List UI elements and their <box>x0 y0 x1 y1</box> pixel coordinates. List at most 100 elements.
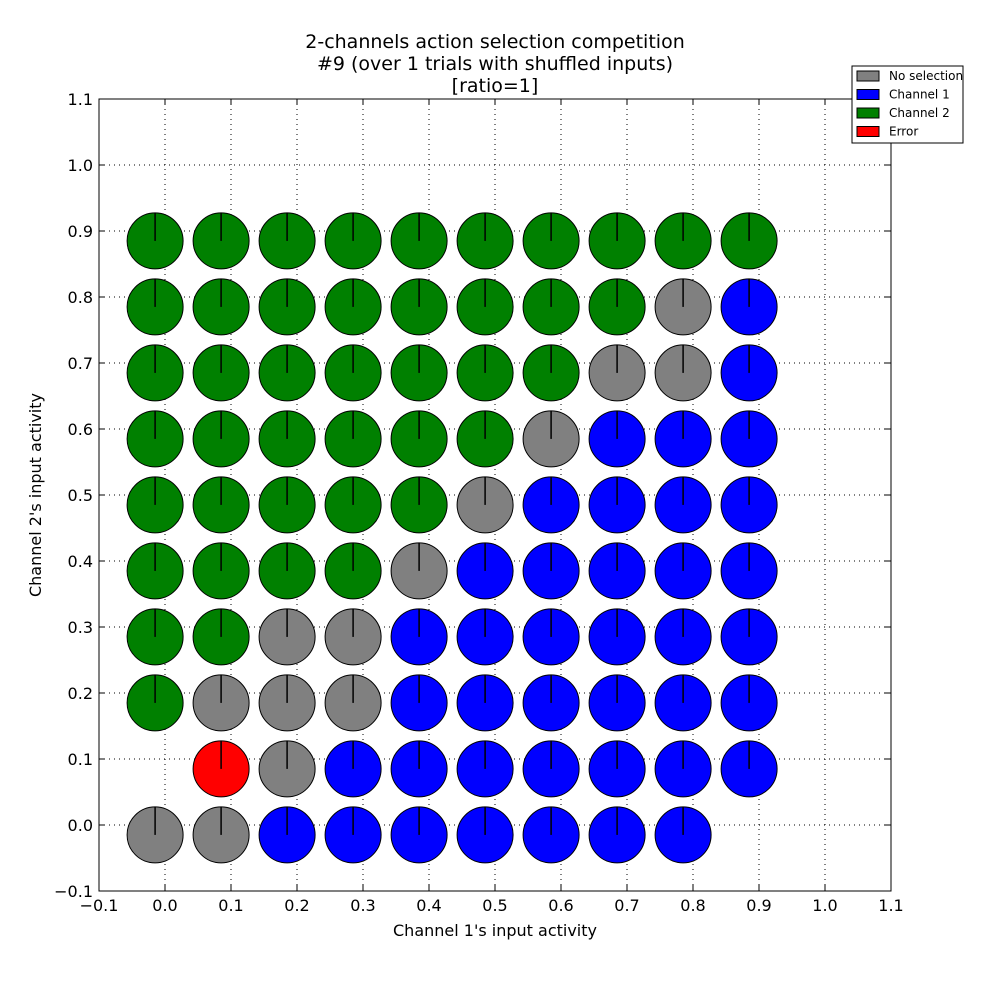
pie-marker <box>192 740 250 798</box>
pie-marker <box>126 212 184 270</box>
pie-marker <box>390 542 448 600</box>
pie-marker <box>390 278 448 336</box>
pie-marker <box>522 476 580 534</box>
x-tick-label: 0.5 <box>482 896 507 915</box>
pie-marker <box>324 278 382 336</box>
pie-marker <box>456 806 514 864</box>
pie-marker <box>654 212 712 270</box>
pie-marker <box>126 674 184 732</box>
pie-marker <box>126 806 184 864</box>
pie-marker <box>192 278 250 336</box>
x-tick-label: 1.1 <box>878 896 903 915</box>
legend: No selection Channel 1 Channel 2 Error <box>851 65 964 144</box>
pie-marker <box>522 344 580 402</box>
pie-marker <box>720 212 778 270</box>
pie-marker <box>324 608 382 666</box>
pie-marker <box>324 410 382 468</box>
x-axis-label: Channel 1's input activity <box>393 921 597 940</box>
x-tick-label: 0.6 <box>548 896 573 915</box>
pie-marker <box>126 542 184 600</box>
pie-marker <box>324 212 382 270</box>
y-axis-label: Channel 2's input activity <box>26 393 45 597</box>
legend-swatch <box>856 70 880 82</box>
pie-marker <box>324 542 382 600</box>
x-tick-label: 0.9 <box>746 896 771 915</box>
pie-marker <box>654 608 712 666</box>
y-tick-label: 0.8 <box>68 288 93 307</box>
pie-marker <box>192 212 250 270</box>
pie-marker <box>192 476 250 534</box>
y-tick-label: 0.7 <box>68 354 93 373</box>
x-tick-label: 0.8 <box>680 896 705 915</box>
pie-marker <box>522 410 580 468</box>
pie-marker <box>588 806 646 864</box>
y-tick-label: 1.1 <box>68 90 93 109</box>
pie-marker <box>588 344 646 402</box>
y-tick-label: 0.0 <box>68 816 93 835</box>
pie-marker <box>126 410 184 468</box>
pie-marker <box>522 212 580 270</box>
y-tick-label: 0.9 <box>68 222 93 241</box>
title-line-1: 2-channels action selection competition <box>305 31 684 53</box>
y-tick-label: 1.0 <box>68 156 93 175</box>
pie-marker <box>522 740 580 798</box>
pie-marker <box>126 608 184 666</box>
pie-marker <box>258 476 316 534</box>
pie-marker <box>456 608 514 666</box>
pie-marker <box>192 410 250 468</box>
x-tick-label: 0.3 <box>350 896 375 915</box>
x-tick-label: 0.4 <box>416 896 441 915</box>
pie-marker <box>588 608 646 666</box>
pie-marker <box>192 542 250 600</box>
y-tick-label: 0.3 <box>68 618 93 637</box>
pie-marker <box>588 674 646 732</box>
pie-marker <box>654 674 712 732</box>
x-tick-label: −0.1 <box>80 896 119 915</box>
pie-marker <box>390 608 448 666</box>
y-tick-label: 0.5 <box>68 486 93 505</box>
pie-marker <box>654 278 712 336</box>
pie-marker <box>258 344 316 402</box>
pie-marker <box>720 674 778 732</box>
pie-marker <box>258 740 316 798</box>
pie-marker <box>390 674 448 732</box>
pie-marker <box>192 806 250 864</box>
pie-marker <box>456 674 514 732</box>
x-tick-label: 0.0 <box>152 896 177 915</box>
pie-marker <box>324 344 382 402</box>
title-line-3: [ratio=1] <box>452 75 539 97</box>
pie-marker <box>456 476 514 534</box>
pie-marker <box>126 476 184 534</box>
y-tick-label: −0.1 <box>54 882 93 901</box>
pie-marker <box>720 476 778 534</box>
pie-marker <box>456 410 514 468</box>
pie-marker <box>456 278 514 336</box>
legend-swatch <box>856 126 880 137</box>
x-tick-label: 1.0 <box>812 896 837 915</box>
pie-marker <box>390 410 448 468</box>
pie-marker <box>588 740 646 798</box>
pie-marker <box>588 278 646 336</box>
pie-marker <box>258 608 316 666</box>
pie-marker <box>720 740 778 798</box>
pie-marker <box>324 740 382 798</box>
chart-title: 2-channels action selection competition … <box>305 31 684 97</box>
y-tick-label: 0.1 <box>68 750 93 769</box>
pie-marker <box>258 542 316 600</box>
data-markers <box>126 212 778 864</box>
pie-marker <box>126 344 184 402</box>
pie-marker <box>192 344 250 402</box>
y-tick-label: 0.4 <box>68 552 93 571</box>
pie-marker <box>588 542 646 600</box>
pie-marker <box>324 674 382 732</box>
pie-marker <box>192 674 250 732</box>
legend-swatch <box>856 89 880 100</box>
pie-marker <box>654 740 712 798</box>
legend-label: Error <box>889 125 918 139</box>
pie-marker <box>522 278 580 336</box>
pie-marker <box>522 608 580 666</box>
pie-marker <box>522 806 580 864</box>
pie-marker <box>588 476 646 534</box>
pie-marker <box>588 410 646 468</box>
pie-marker <box>720 608 778 666</box>
